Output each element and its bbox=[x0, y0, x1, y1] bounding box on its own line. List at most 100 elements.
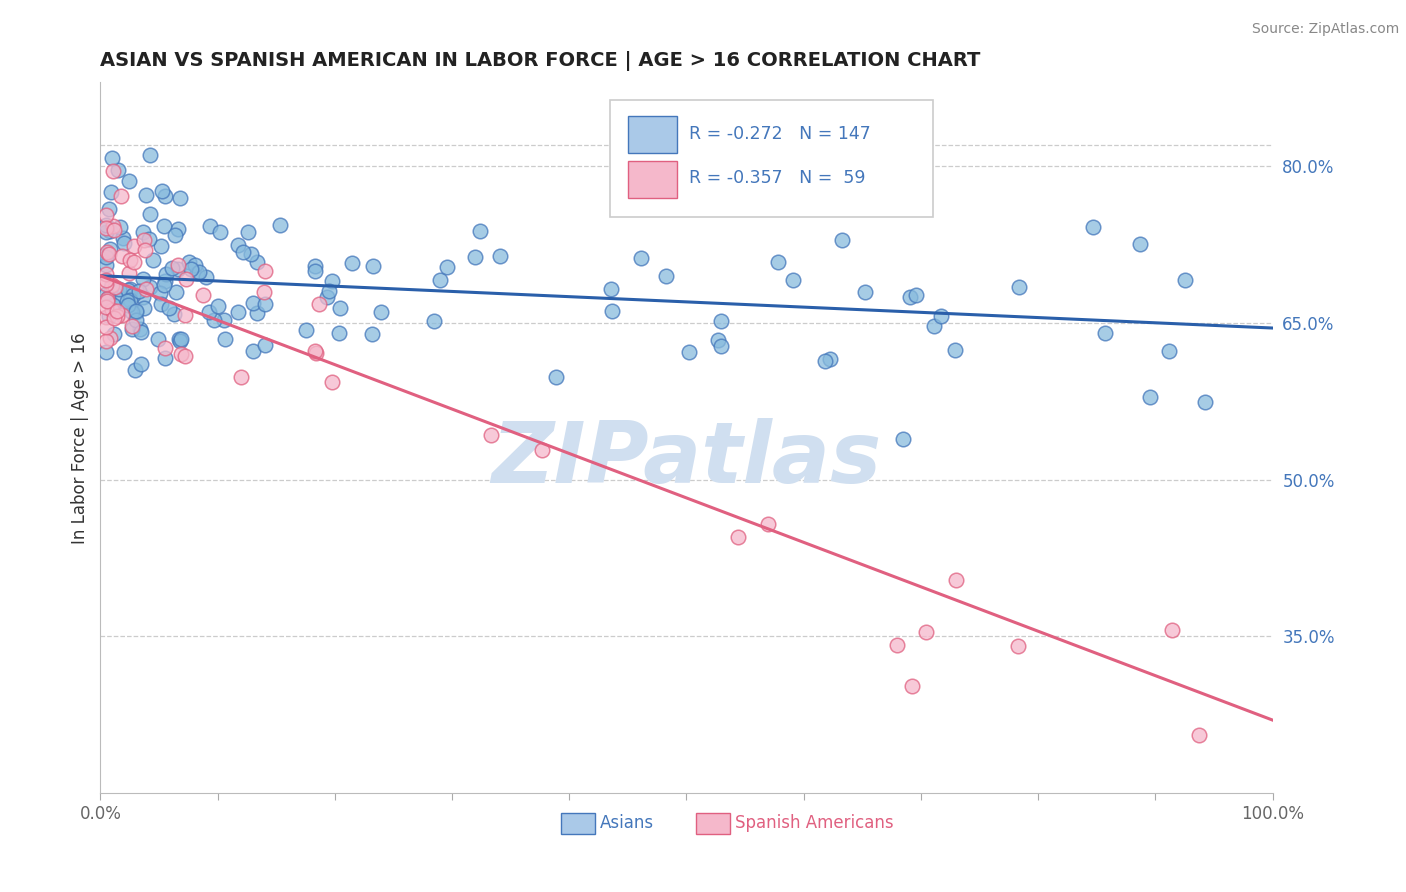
Point bbox=[125, 304, 148, 318]
Point bbox=[342, 256, 364, 270]
Point bbox=[101, 219, 124, 233]
Point bbox=[226, 305, 249, 319]
Point bbox=[125, 313, 148, 327]
Point bbox=[254, 297, 277, 311]
Point bbox=[117, 283, 139, 297]
Point bbox=[107, 163, 129, 178]
Point bbox=[253, 338, 276, 352]
Point bbox=[104, 280, 127, 294]
Point bbox=[129, 325, 152, 339]
Point bbox=[167, 222, 190, 236]
Point bbox=[464, 250, 486, 264]
Point bbox=[242, 344, 264, 359]
Point bbox=[170, 332, 193, 346]
Point bbox=[96, 246, 118, 260]
Point bbox=[111, 309, 134, 323]
Point bbox=[96, 345, 118, 359]
Point bbox=[198, 304, 221, 318]
Point bbox=[229, 370, 252, 384]
Point bbox=[240, 247, 263, 261]
Point bbox=[891, 432, 914, 446]
FancyBboxPatch shape bbox=[628, 117, 678, 153]
Point bbox=[128, 284, 150, 298]
Point bbox=[134, 301, 156, 315]
Point bbox=[111, 249, 134, 263]
Point bbox=[246, 306, 269, 320]
Text: ZIPatlas: ZIPatlas bbox=[491, 417, 882, 500]
Point bbox=[361, 260, 384, 274]
Point bbox=[98, 242, 121, 256]
Point bbox=[316, 289, 339, 303]
Point bbox=[121, 305, 143, 319]
Point bbox=[170, 347, 193, 361]
Text: ASIAN VS SPANISH AMERICAN IN LABOR FORCE | AGE > 16 CORRELATION CHART: ASIAN VS SPANISH AMERICAN IN LABOR FORCE… bbox=[100, 51, 981, 70]
Point bbox=[166, 258, 188, 272]
Point bbox=[630, 251, 652, 265]
Point bbox=[943, 343, 966, 357]
Point bbox=[96, 273, 118, 287]
Point bbox=[468, 224, 491, 238]
Point bbox=[169, 334, 191, 348]
Point bbox=[96, 277, 118, 291]
Point bbox=[121, 322, 143, 336]
Point bbox=[818, 351, 841, 366]
Point bbox=[96, 267, 118, 281]
Point bbox=[163, 306, 186, 320]
Point bbox=[129, 357, 152, 371]
Point bbox=[122, 238, 145, 252]
Point bbox=[96, 310, 118, 324]
Point bbox=[1174, 273, 1197, 287]
Point bbox=[122, 287, 145, 301]
Point bbox=[859, 183, 882, 197]
Point bbox=[304, 343, 326, 358]
Point bbox=[207, 299, 229, 313]
Point bbox=[108, 282, 131, 296]
Point bbox=[173, 349, 195, 363]
Point bbox=[853, 285, 876, 299]
Point bbox=[149, 286, 172, 301]
Point bbox=[100, 186, 122, 200]
Point bbox=[117, 298, 139, 312]
Point bbox=[1081, 220, 1104, 235]
Point bbox=[165, 227, 187, 242]
Point bbox=[831, 233, 853, 247]
Point bbox=[1160, 623, 1182, 637]
Point bbox=[149, 239, 172, 253]
Point bbox=[191, 288, 214, 302]
Point bbox=[169, 191, 191, 205]
Point bbox=[97, 202, 120, 216]
Point bbox=[103, 327, 125, 342]
Point bbox=[915, 624, 938, 639]
Point bbox=[253, 285, 276, 299]
Point bbox=[727, 531, 749, 545]
Point bbox=[202, 312, 225, 326]
Point bbox=[295, 323, 318, 337]
Point bbox=[118, 266, 141, 280]
Point bbox=[118, 253, 141, 268]
Point bbox=[139, 280, 162, 294]
Point bbox=[118, 174, 141, 188]
Point bbox=[214, 332, 236, 346]
Point bbox=[246, 254, 269, 268]
Point bbox=[212, 313, 235, 327]
Point bbox=[96, 334, 118, 348]
Point bbox=[177, 255, 200, 269]
Point bbox=[115, 293, 138, 308]
Point bbox=[1007, 640, 1029, 654]
Point bbox=[710, 314, 733, 328]
Point bbox=[183, 258, 205, 272]
Point bbox=[174, 272, 197, 286]
Point bbox=[153, 351, 176, 365]
Point bbox=[1129, 237, 1152, 252]
Point bbox=[118, 282, 141, 296]
Point bbox=[1194, 395, 1216, 409]
Point bbox=[111, 230, 134, 244]
Point bbox=[654, 268, 676, 283]
Point bbox=[96, 300, 118, 314]
Point bbox=[96, 293, 118, 308]
Point bbox=[150, 297, 173, 311]
Point bbox=[269, 219, 291, 233]
Point bbox=[236, 225, 259, 239]
Point bbox=[101, 277, 124, 292]
Point bbox=[132, 290, 155, 304]
